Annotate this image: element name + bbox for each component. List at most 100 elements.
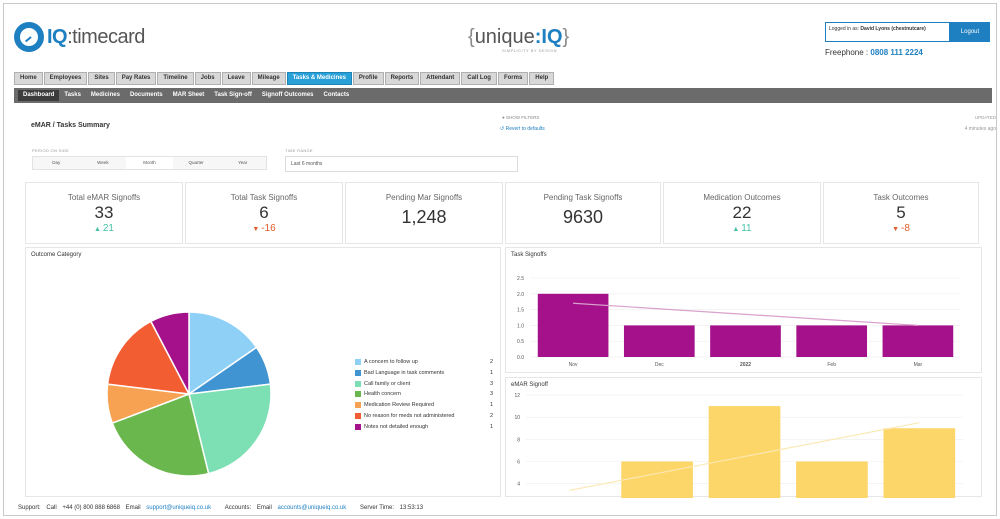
tab-sites[interactable]: Sites	[88, 72, 115, 85]
revert-defaults-link[interactable]: ↺ Revert to defaults	[500, 126, 545, 132]
legend-swatch	[355, 380, 361, 387]
logout-button[interactable]: Logout	[950, 22, 990, 42]
legend-label: Bad Language in task comments	[364, 369, 445, 376]
subtab-documents[interactable]: Documents	[129, 92, 163, 98]
stat-card-pending-task-signoffs: Pending Task Signoffs 9630	[505, 182, 661, 244]
tab-jobs[interactable]: Jobs	[194, 72, 221, 85]
x-tick-label: Nov	[569, 362, 578, 368]
stat-label: Task Outcomes	[873, 193, 929, 202]
stat-card-total-task-signoffs: Total Task Signoffs 6 ▼ -16	[185, 182, 343, 244]
legend-item-call-family-or-client[interactable]: Call family or client	[355, 380, 411, 387]
stat-label: Medication Outcomes	[703, 193, 781, 202]
tab-reports[interactable]: Reports	[384, 72, 420, 85]
subtab-signoff-outcomes[interactable]: Signoff Outcomes	[261, 92, 314, 98]
arrow-down-icon: ▼	[252, 226, 262, 233]
y-tick-label: 0.0	[517, 355, 524, 361]
legend-count: 1	[489, 423, 493, 430]
iqtimecard-logo[interactable]: IQ:timecard	[14, 22, 145, 52]
stat-label: Total eMAR Signoffs	[67, 193, 141, 202]
tab-help[interactable]: Help	[529, 72, 555, 85]
legend-item-bad-language-in-task-comments[interactable]: Bad Language in task comments	[355, 369, 445, 376]
tab-leave[interactable]: Leave	[221, 72, 251, 85]
period-selector: Day Week Month Quarter Year	[32, 156, 267, 170]
bar-dec	[621, 461, 693, 498]
trend-line	[573, 302, 918, 326]
show-filters-link[interactable]: ● SHOW FILTERS	[502, 115, 540, 120]
subtab-medicines[interactable]: Medicines	[90, 92, 120, 98]
legend-item-a-concern-to-follow-up[interactable]: A concern to follow up	[355, 359, 418, 365]
subtab-task-sign-off[interactable]: Task Sign-off	[214, 92, 252, 98]
y-tick-label: 10	[514, 415, 520, 421]
stat-delta: ▼ -16	[186, 223, 342, 234]
range-label: TIME RANGE	[285, 148, 313, 153]
updated-value: 4 minutes ago	[964, 126, 996, 132]
panel-title: Task Signoffs	[511, 252, 547, 258]
emar-signoff-chart: 24681012	[514, 393, 963, 498]
stat-value: 33	[94, 203, 114, 222]
tab-forms[interactable]: Forms	[497, 72, 529, 85]
period-option-day[interactable]: Day	[52, 160, 61, 165]
stat-value: 5	[896, 203, 906, 222]
x-tick-label: Mar	[914, 362, 923, 368]
pie-slice-a-concern-to-follow-up	[188, 311, 258, 396]
pie-slice-notes-not-detailed-enough	[149, 311, 190, 395]
tab-tasks-medicines[interactable]: Tasks & Medicines	[286, 72, 352, 85]
subtab-mar-sheet[interactable]: MAR Sheet	[172, 92, 205, 98]
freephone-number[interactable]: 0808 111 2224	[870, 48, 923, 57]
bar-mar	[882, 325, 954, 357]
trend-line	[569, 422, 920, 491]
stat-label: Pending Mar Signoffs	[385, 193, 463, 202]
tab-mileage[interactable]: Mileage	[251, 72, 286, 85]
tab-timeline[interactable]: Timeline	[157, 72, 194, 85]
legend-count: 2	[489, 359, 493, 365]
support-email-link[interactable]: support@uniqueiq.co.uk	[146, 505, 212, 511]
panel-title: Outcome Category	[31, 252, 82, 258]
stat-delta: ▼ -8	[824, 223, 978, 234]
y-tick-label: 2.0	[517, 292, 524, 298]
stat-delta-value: -16	[261, 223, 276, 234]
page-title: eMAR / Tasks Summary	[31, 122, 110, 129]
period-option-month[interactable]: Month	[126, 157, 173, 169]
legend-item-notes-not-detailed-enough[interactable]: Notes not detailed enough	[355, 423, 428, 430]
stat-delta: ▲ 21	[26, 223, 182, 234]
tab-pay-rates[interactable]: Pay Rates	[115, 72, 157, 85]
period-option-quarter[interactable]: Quarter	[188, 160, 204, 165]
stat-value: 1,248	[401, 207, 447, 227]
legend-item-no-reason-for-meds-not-administered[interactable]: No reason for meds not administered	[355, 413, 455, 419]
legend-count: 3	[489, 391, 493, 398]
arrow-up-icon: ▲	[94, 226, 103, 233]
subtab-contacts[interactable]: Contacts	[323, 92, 350, 98]
tab-call-log[interactable]: Call Log	[461, 72, 497, 85]
stat-card-total-emar-signoffs: Total eMAR Signoffs 33 ▲ 21	[25, 182, 183, 244]
legend-label: Call family or client	[364, 380, 411, 387]
period-label: PERIOD ON SIDE	[32, 148, 70, 153]
legend-swatch	[355, 423, 361, 430]
panel-title: eMAR Signoff	[511, 382, 548, 388]
legend-count: 2	[489, 413, 493, 419]
legend-item-medication-review-required[interactable]: Medication Review Required	[355, 402, 434, 409]
tab-profile[interactable]: Profile	[352, 72, 384, 85]
bar-feb	[796, 325, 868, 357]
subtab-tasks[interactable]: Tasks	[64, 92, 81, 98]
stat-card-pending-mar-signoffs: Pending Mar Signoffs 1,248	[345, 182, 503, 244]
time-range-select[interactable]: Last 6 months	[285, 156, 518, 172]
period-option-year[interactable]: Year	[238, 160, 248, 165]
tab-attendant[interactable]: Attendant	[420, 72, 461, 85]
uniqueiq-logo: {unique:IQ}	[468, 26, 570, 48]
x-tick-label: Feb	[827, 362, 836, 368]
legend-swatch	[355, 413, 361, 419]
period-option-week[interactable]: Week	[97, 160, 109, 165]
accounts-email-link[interactable]: accounts@uniqueiq.co.uk	[277, 505, 347, 511]
pie-slice-no-reason-for-meds-not-administered	[106, 320, 191, 395]
task-signoffs-chart: 0.0 0.5 1.0 1.5 2.0 2.5 Nov Dec 2022 Feb Mar	[517, 276, 961, 368]
tab-employees[interactable]: Employees	[43, 72, 88, 85]
support-phone[interactable]: +44 (0) 800 888 6868	[62, 505, 120, 511]
arrow-up-icon: ▲	[732, 226, 742, 233]
stat-delta-value: 21	[102, 223, 114, 234]
clock-icon	[14, 22, 44, 52]
tab-home[interactable]: Home	[14, 72, 43, 85]
stat-label: Total Task Signoffs	[230, 193, 298, 202]
subtab-dashboard[interactable]: Dashboard	[18, 90, 60, 101]
legend-item-health-concern[interactable]: Health concern	[355, 391, 401, 398]
stat-value: 9630	[562, 207, 604, 227]
